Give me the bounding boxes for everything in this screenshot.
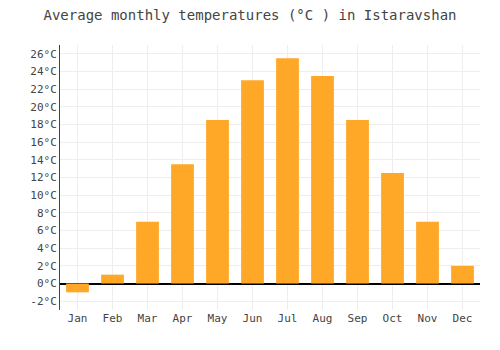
svg-text:6°C: 6°C (37, 224, 57, 237)
svg-text:8°C: 8°C (37, 207, 57, 220)
svg-text:16°C: 16°C (30, 136, 57, 149)
svg-text:Dec: Dec (453, 312, 473, 325)
svg-text:20°C: 20°C (30, 101, 57, 114)
svg-text:10°C: 10°C (30, 189, 57, 202)
svg-text:Average monthly temperatures (: Average monthly temperatures (°C ) in Is… (43, 7, 456, 23)
svg-text:26°C: 26°C (30, 48, 57, 61)
svg-text:4°C: 4°C (37, 242, 57, 255)
svg-text:Apr: Apr (173, 312, 193, 325)
svg-text:Jun: Jun (243, 312, 263, 325)
svg-text:Oct: Oct (383, 312, 403, 325)
svg-text:Mar: Mar (138, 312, 158, 325)
svg-text:Aug: Aug (313, 312, 333, 325)
svg-text:Jan: Jan (68, 312, 88, 325)
svg-text:Nov: Nov (418, 312, 438, 325)
svg-text:2°C: 2°C (37, 260, 57, 273)
svg-text:Jul: Jul (278, 312, 298, 325)
svg-text:Feb: Feb (103, 312, 123, 325)
svg-text:22°C: 22°C (30, 83, 57, 96)
svg-text:12°C: 12°C (30, 171, 57, 184)
svg-text:Sep: Sep (348, 312, 368, 325)
svg-text:-2°C: -2°C (30, 295, 57, 308)
svg-text:24°C: 24°C (30, 65, 57, 78)
svg-text:May: May (208, 312, 228, 325)
svg-text:18°C: 18°C (30, 118, 57, 131)
svg-text:14°C: 14°C (30, 154, 57, 167)
svg-text:0°C: 0°C (37, 277, 57, 290)
